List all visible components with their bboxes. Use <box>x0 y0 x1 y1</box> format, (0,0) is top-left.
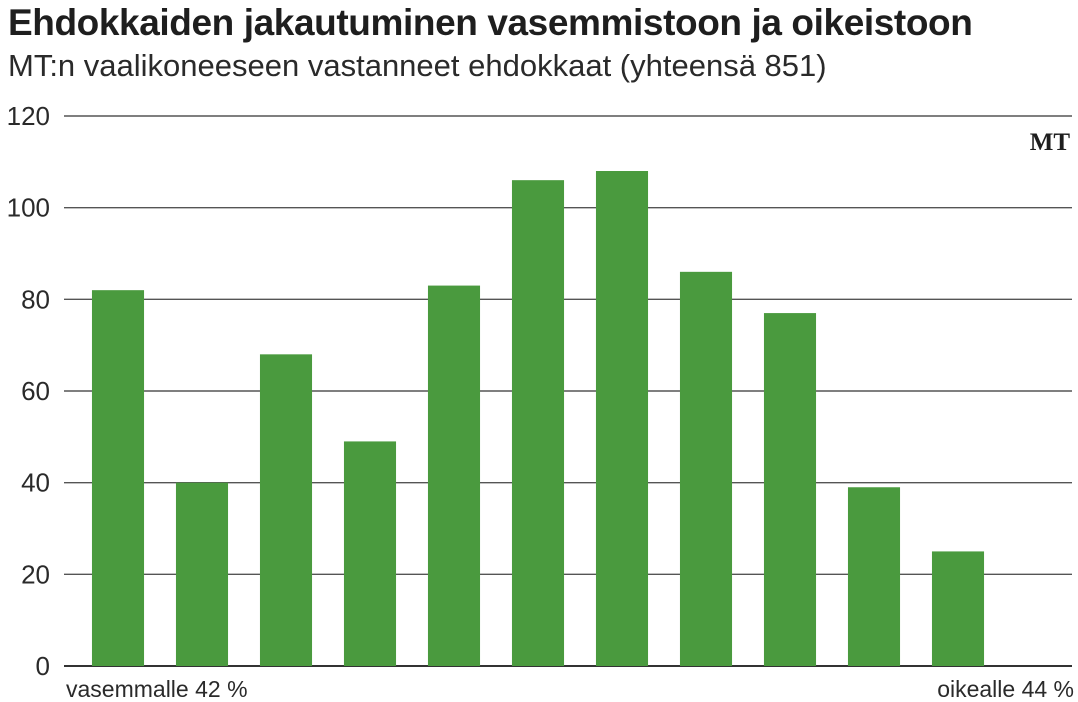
bars <box>91 171 985 666</box>
y-tick-label: 80 <box>21 284 50 314</box>
bar-11 <box>931 551 985 666</box>
bar-8 <box>679 271 733 666</box>
bar-2 <box>175 482 229 666</box>
y-tick-label: 120 <box>7 101 50 131</box>
right-end-label: oikealle 44 % <box>937 676 1074 702</box>
chart-title: Ehdokkaiden jakautuminen vasemmistoon ja… <box>8 2 973 43</box>
bar-3 <box>259 354 313 666</box>
y-tick-label: 40 <box>21 468 50 498</box>
source-logo: MT <box>1030 129 1071 156</box>
left-end-label: vasemmalle 42 % <box>66 676 248 702</box>
gridlines <box>64 115 1072 667</box>
bar-6 <box>511 180 565 666</box>
y-axis: 0 20 40 60 80 100 120 <box>7 101 50 681</box>
bar-1 <box>91 290 145 666</box>
bar-5 <box>427 285 481 666</box>
bar-9 <box>763 313 817 666</box>
y-tick-label: 60 <box>21 376 50 406</box>
bar-7 <box>595 171 649 666</box>
bar-10 <box>847 487 901 666</box>
y-tick-label: 0 <box>36 651 50 681</box>
bar-4 <box>343 441 397 666</box>
chart-subtitle: MT:n vaalikoneeseen vastanneet ehdokkaat… <box>8 48 827 83</box>
y-tick-label: 100 <box>7 193 50 223</box>
y-tick-label: 20 <box>21 559 50 589</box>
